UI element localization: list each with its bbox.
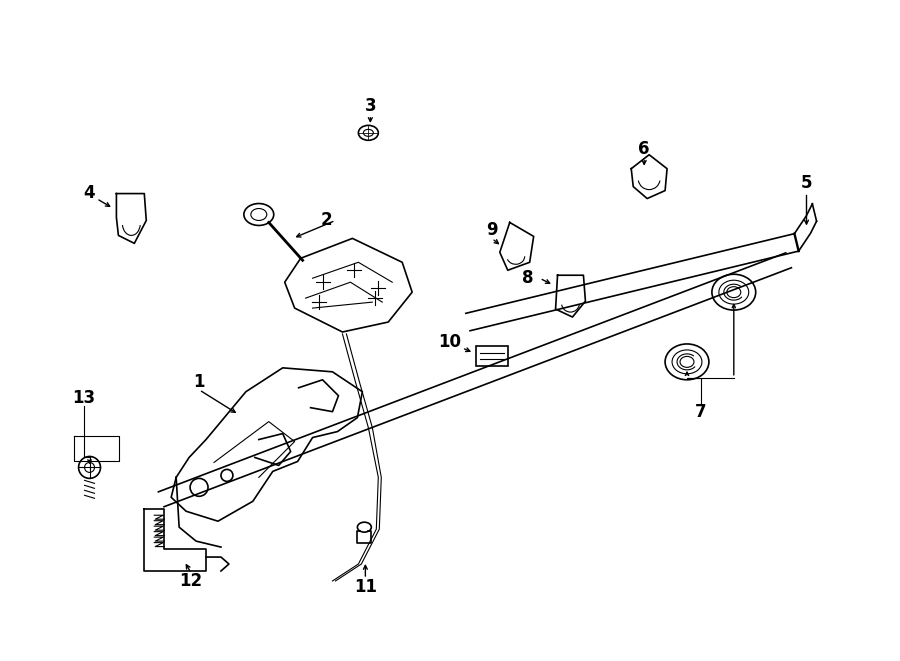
Text: 11: 11 bbox=[354, 578, 377, 596]
Text: 5: 5 bbox=[801, 174, 812, 192]
Text: 8: 8 bbox=[522, 269, 534, 288]
Text: 4: 4 bbox=[84, 184, 95, 202]
Text: 2: 2 bbox=[320, 212, 332, 229]
Bar bbox=[476, 346, 508, 366]
Text: 9: 9 bbox=[486, 221, 498, 239]
Text: 13: 13 bbox=[72, 389, 95, 407]
Text: 7: 7 bbox=[695, 403, 707, 420]
Text: 3: 3 bbox=[364, 97, 376, 115]
Text: 12: 12 bbox=[179, 572, 203, 590]
Text: 6: 6 bbox=[638, 139, 650, 158]
Text: 10: 10 bbox=[438, 333, 462, 351]
Text: 1: 1 bbox=[194, 373, 205, 391]
